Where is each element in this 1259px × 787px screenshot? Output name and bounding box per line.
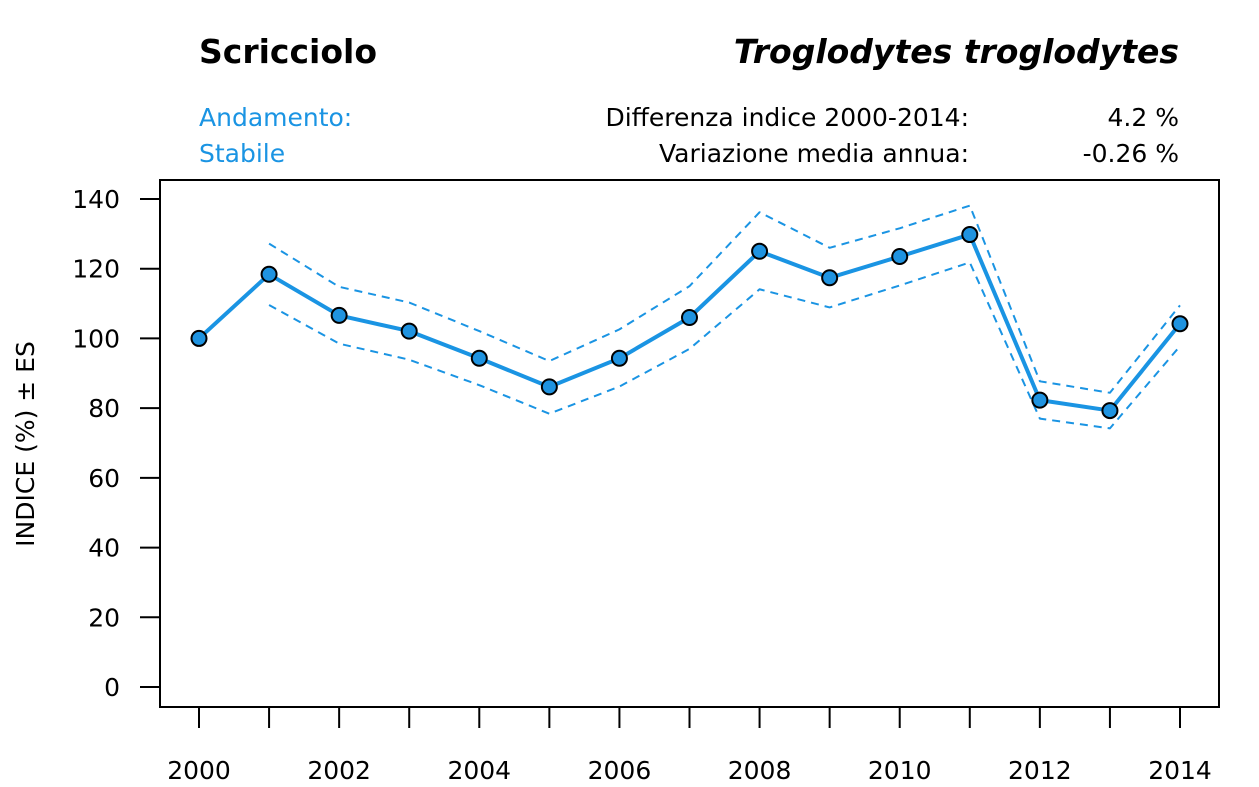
common-name-title: Scricciolo: [199, 32, 378, 71]
data-point: [891, 248, 909, 266]
x-tick-label: 2006: [588, 756, 652, 785]
y-tick-label: 60: [88, 464, 120, 493]
trend-label: Andamento:: [199, 103, 353, 132]
x-tick-label: 2012: [1008, 756, 1072, 785]
x-tick-label: 2002: [307, 756, 371, 785]
data-point: [1031, 391, 1049, 409]
data-point: [821, 269, 839, 287]
annual-variation-label: Variazione media annua:: [659, 139, 969, 168]
data-point: [470, 349, 488, 367]
x-tick-label: 2004: [447, 756, 511, 785]
annual-variation-value: -0.26 %: [1082, 139, 1179, 168]
data-point: [610, 349, 628, 367]
index-difference-value: 4.2 %: [1107, 103, 1179, 132]
y-tick-label: 120: [72, 255, 120, 284]
data-point: [400, 322, 418, 340]
data-point: [540, 378, 558, 396]
index-difference-label: Differenza indice 2000-2014:: [605, 103, 969, 132]
data-point: [1101, 402, 1119, 420]
y-axis: 0 20 40 60 80 100 120 140: [72, 185, 160, 702]
y-tick-label: 140: [72, 185, 120, 214]
trend-value: Stabile: [199, 139, 286, 168]
x-tick-label: 2008: [728, 756, 792, 785]
data-point: [330, 306, 348, 324]
y-tick-label: 20: [88, 603, 120, 632]
upper-error-line: [268, 204, 1181, 394]
scientific-name-title: Troglodytes troglodytes: [733, 32, 1179, 71]
x-tick-label: 2014: [1148, 756, 1212, 785]
points-layer: [190, 226, 1189, 420]
x-tick-label: 2010: [868, 756, 932, 785]
data-point: [961, 226, 979, 244]
data-point: [260, 265, 278, 283]
data-point: [681, 309, 698, 327]
x-tick-label: 2000: [167, 756, 231, 785]
y-tick-label: 100: [72, 324, 120, 353]
y-tick-label: 0: [104, 673, 120, 702]
data-point: [1171, 315, 1189, 333]
x-axis: 2000 2002 2004 2006 2008 2010 2012 2014: [167, 707, 1212, 785]
y-tick-label: 80: [88, 394, 120, 423]
data-point: [190, 329, 208, 347]
y-tick-label: 40: [88, 534, 120, 563]
data-point: [751, 242, 769, 260]
plot-frame: [159, 179, 1220, 708]
y-axis-label: INDICE (%) ± ES: [11, 341, 40, 547]
lower-error-line: [268, 261, 1181, 430]
